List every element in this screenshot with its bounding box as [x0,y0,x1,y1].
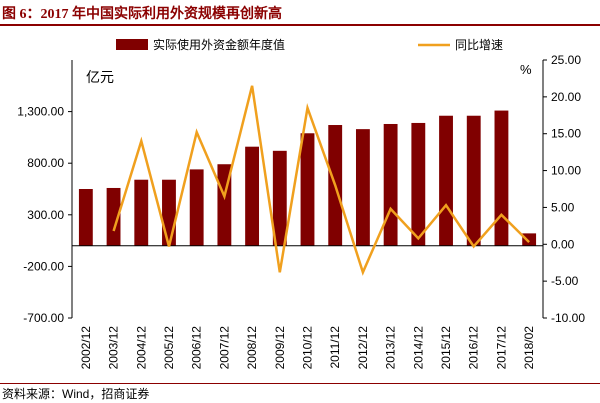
bar [439,115,453,246]
bar [78,189,93,246]
bar [106,187,121,246]
x-tick-label: 2014/12 [411,326,425,370]
bar [134,179,149,246]
right-tick-label: 5.00 [551,200,575,214]
source-note: 资料来源：Wind，招商证券 [2,387,150,401]
title-divider [0,24,600,26]
x-tick-label: 2009/12 [273,326,287,370]
legend-label-line: 同比增速 [455,38,503,52]
bar [189,169,204,246]
x-tick-label: 2003/12 [107,326,121,370]
bar [162,179,176,246]
footer-divider [0,383,600,384]
left-tick-label: 1,300.00 [17,105,64,119]
right-tick-label: 0.00 [551,237,575,251]
right-tick-label: 10.00 [551,164,581,178]
x-tick-label: 2006/12 [190,326,204,370]
bar [272,150,287,246]
left-tick-label: -700.00 [23,311,64,325]
x-tick-label: 2015/12 [439,326,453,370]
x-tick-label: 2018/02 [522,326,536,370]
bar [522,233,537,246]
right-tick-label: 20.00 [551,90,581,104]
x-tick-label: 2007/12 [217,326,231,370]
bar [466,115,481,246]
x-tick-label: 2004/12 [134,326,148,370]
x-tick-label: 2005/12 [162,326,176,370]
x-tick-label: 2013/12 [384,326,398,370]
right-tick-label: 15.00 [551,127,581,141]
x-tick-label: 2011/12 [328,326,342,369]
x-tick-label: 2002/12 [79,326,93,370]
right-tick-label: 25.00 [551,53,581,67]
bar [411,122,426,246]
legend-label-bar: 实际使用外资金额年度值 [153,37,285,52]
x-tick-label: 2010/12 [301,326,315,370]
bar [355,129,370,246]
x-tick-label: 2017/12 [494,326,508,370]
legend-swatch-bar [116,39,148,50]
growth-line [112,85,530,276]
right-tick-label: -10.00 [551,311,585,325]
x-tick-label: 2016/12 [467,326,481,370]
bar [245,146,260,246]
left-tick-label: 800.00 [27,156,64,170]
x-tick-label: 2008/12 [245,326,259,370]
left-axis-unit: 亿元 [86,69,114,85]
right-axis-unit: % [520,62,532,77]
left-tick-label: 300.00 [27,208,64,222]
figure-title: 图 6：2017 年中国实际利用外资规模再创新高 [2,7,282,22]
bar [494,110,509,246]
x-tick-label: 2012/12 [356,326,370,370]
bar [383,123,398,246]
bar [300,133,315,246]
right-tick-label: -5.00 [551,274,579,288]
left-tick-label: -200.00 [23,259,64,273]
